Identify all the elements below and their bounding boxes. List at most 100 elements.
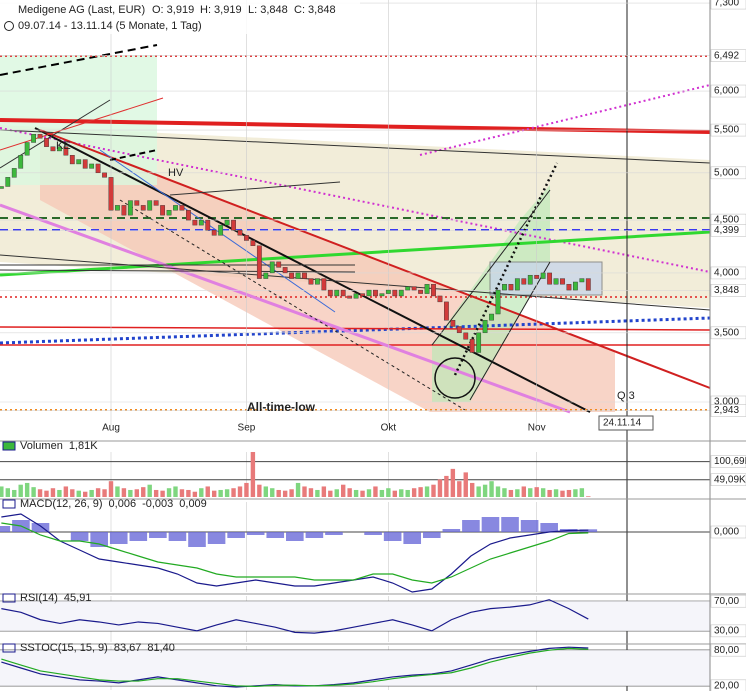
volume-bar [534,487,539,497]
candle [392,289,398,297]
candle [269,261,275,274]
volume-bar [218,489,223,497]
candle [560,278,565,285]
candle [405,286,411,291]
y-tick-label: 0,000 [714,527,739,538]
trendline [169,181,341,196]
volume-bar [18,484,23,497]
macd-histogram [129,532,148,541]
panel-readout: 81,40 [147,642,175,654]
trendline [0,254,711,311]
macd-histogram [501,517,519,532]
band [0,650,710,686]
tick-box [710,166,746,180]
candle [495,289,501,315]
volume-bar [347,488,352,497]
trendline [99,149,336,313]
macd-histogram [364,532,382,535]
volume-bar [250,452,256,497]
panel-icon [2,593,16,603]
header-high: H: 3,919 [200,4,242,16]
candle [224,219,230,226]
candle [76,159,82,165]
candle [24,142,30,156]
volume-bar [470,482,475,497]
volume-bar [528,488,533,497]
trendline [0,129,711,164]
candle [108,177,114,211]
candle [476,332,482,353]
volume-bar [212,490,217,497]
panel-readout: 1,81K [69,440,98,452]
candle [218,224,224,236]
candle [18,155,24,169]
candle [431,284,436,297]
candle [211,229,217,236]
macd-histogram [266,532,285,538]
y-tick-label: 80,00 [714,645,739,656]
candle [185,210,191,221]
tick-box [710,266,746,280]
tick-box [710,594,746,608]
candle [540,272,546,279]
candle [44,138,49,147]
volume-bar [444,475,449,497]
macd-histogram [70,532,89,541]
panel-icon [2,441,16,451]
volume-bar [540,488,546,497]
macd-histogram [520,520,539,532]
macd-histogram [207,532,226,544]
volume-bar [95,488,101,497]
header-title: Medigene AG (Last, EUR) [18,4,145,16]
candle [508,284,514,291]
candle [444,301,449,321]
macd-histogram [109,532,128,544]
volume-bar [302,486,307,497]
axis-area [710,0,746,691]
volume-bar [353,489,359,497]
volume-bar [405,489,410,497]
macd-histogram [481,517,500,532]
trendline [0,127,711,273]
circle-marker [434,357,476,399]
volume-bar [102,489,107,497]
volume-bar [192,491,198,497]
candle [166,210,172,216]
candle [37,133,43,139]
x-tick-label: Nov [528,423,546,434]
y-tick-label: 100,69K [714,456,746,467]
volume-bar [134,489,139,497]
panel-readout: 0,009 [179,498,207,510]
candle [134,200,140,206]
candle [31,133,36,143]
x-tick-label: Okt [381,423,397,434]
candle [237,229,243,236]
tick-box [710,643,746,657]
volume-bar [373,486,378,497]
tick-box [710,624,746,638]
volume-bar [270,488,275,497]
panel-title: MACD(12, 26, 9) [20,498,103,510]
volume-bar [437,479,443,497]
tick-box [710,473,746,486]
tick-box [710,455,746,468]
candle [566,284,572,291]
header-close: C: 3,848 [294,4,336,16]
candle [121,205,127,216]
y-tick-label: 3,000 [714,397,739,408]
candle [573,281,578,291]
macd-histogram [403,532,422,544]
volume-bar [37,489,43,497]
trendline [0,316,711,345]
volume-bar [399,489,404,497]
volume-bar [282,490,288,497]
candle [534,274,540,279]
volume-bar [263,486,268,497]
volume-bar [508,489,514,497]
volume-bar [450,468,456,497]
volume-bar [392,490,397,497]
volume-bar [50,488,56,497]
candle [514,278,520,291]
candle [340,289,346,297]
